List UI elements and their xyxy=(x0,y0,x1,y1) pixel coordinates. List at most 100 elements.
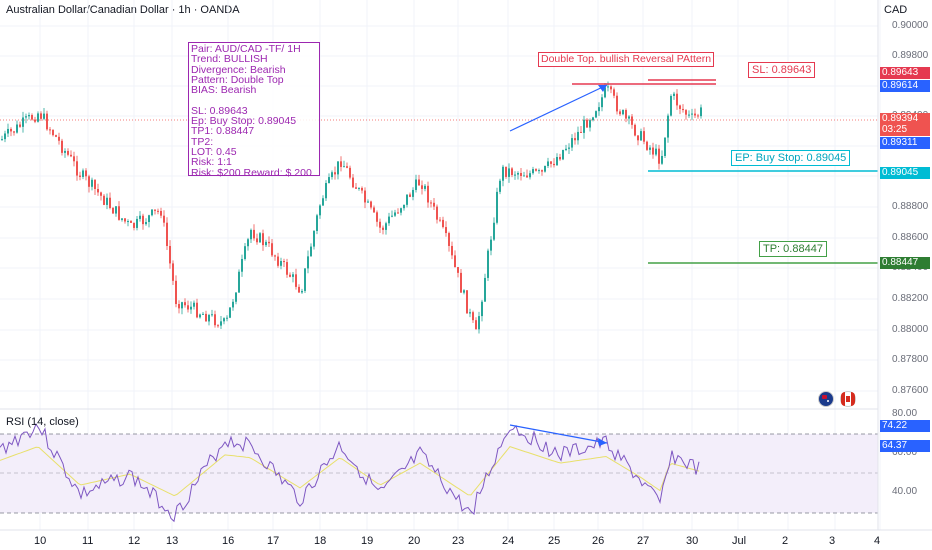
candle xyxy=(25,116,27,118)
candle xyxy=(280,261,282,266)
candle xyxy=(148,215,150,223)
canada-flag-icon[interactable] xyxy=(840,391,856,407)
tp-label[interactable]: TP: 0.88447 xyxy=(759,241,827,257)
candle xyxy=(181,302,183,309)
rsi-line xyxy=(0,423,700,523)
candle xyxy=(496,191,498,223)
info-line: Pattern: Double Top xyxy=(191,73,284,86)
candle xyxy=(457,267,459,273)
candle xyxy=(625,109,627,119)
candle xyxy=(445,227,447,234)
candle xyxy=(502,166,504,181)
candle xyxy=(262,233,264,246)
candle xyxy=(85,170,87,177)
candle xyxy=(535,169,537,171)
candle xyxy=(109,197,111,208)
sl-label[interactable]: SL: 0.89643 xyxy=(748,62,816,78)
candle xyxy=(475,320,477,330)
current-price-badge: 0.89614 xyxy=(880,80,930,92)
rsi-tick: 40.00 xyxy=(892,486,918,497)
candle xyxy=(202,313,204,315)
candle xyxy=(691,113,693,115)
chart-title: Australian Dollar/Canadian Dollar · 1h ·… xyxy=(6,4,240,16)
time-tick: 13 xyxy=(166,535,179,547)
candle xyxy=(112,207,114,214)
candle xyxy=(670,95,672,116)
candle xyxy=(415,179,417,190)
countdown-badge: 03:25 xyxy=(880,124,930,136)
candle xyxy=(40,113,42,119)
candle xyxy=(259,233,261,243)
candle xyxy=(169,245,171,264)
candle xyxy=(124,218,126,222)
info-line: Divergence: Bearish xyxy=(191,63,286,76)
candle xyxy=(418,179,420,186)
info-line: Trend: BULLISH xyxy=(191,53,268,66)
candle xyxy=(127,221,129,223)
candle xyxy=(598,107,600,112)
candle xyxy=(16,124,18,133)
australia-flag-icon[interactable] xyxy=(818,391,834,407)
candle xyxy=(67,150,69,155)
price-tick: 0.87600 xyxy=(892,385,929,396)
double-top-label[interactable]: Double Top. bullish Reversal PAttern xyxy=(538,52,715,67)
candle xyxy=(577,131,579,141)
candle xyxy=(589,120,591,128)
candle xyxy=(400,208,402,213)
candle xyxy=(298,286,300,293)
time-tick: 2 xyxy=(782,535,789,547)
candle xyxy=(52,129,54,136)
candle xyxy=(565,148,567,151)
trade-info-box[interactable]: Pair: AUD/CAD -TF/ 1H Trend: BULLISH Diver… xyxy=(188,42,320,178)
candle xyxy=(466,290,468,314)
candle xyxy=(340,161,342,167)
candle xyxy=(235,292,237,302)
candle xyxy=(634,124,636,136)
candle xyxy=(685,110,687,115)
time-tick: 25 xyxy=(548,535,561,547)
time-tick: 12 xyxy=(128,535,141,547)
candle xyxy=(220,321,222,326)
candle xyxy=(481,301,483,317)
candle xyxy=(679,105,681,109)
candle xyxy=(631,116,633,125)
ep-price-badge: 0.89045 xyxy=(880,167,930,179)
ep-label[interactable]: EP: Buy Stop: 0.89045 xyxy=(731,150,851,166)
candle xyxy=(370,201,372,208)
candle xyxy=(508,168,510,177)
rsi-label[interactable]: RSI (14, close) xyxy=(6,416,79,428)
candle xyxy=(523,175,525,177)
candle xyxy=(130,221,132,223)
candle xyxy=(28,115,30,117)
candle xyxy=(526,175,528,178)
price-tick: 0.89800 xyxy=(892,50,929,61)
info-line: Risk: 1:1 xyxy=(191,156,232,169)
info-line: LOT: 0.45 xyxy=(191,145,237,158)
candle xyxy=(397,212,399,214)
currency-label[interactable]: CAD xyxy=(884,4,908,16)
candle xyxy=(505,166,507,177)
candle xyxy=(19,124,21,127)
candle xyxy=(436,206,438,220)
info-line: BIAS: Bearish xyxy=(191,84,257,97)
time-tick: 3 xyxy=(829,535,836,547)
candle xyxy=(385,223,387,230)
candle xyxy=(232,301,234,308)
candle xyxy=(94,179,96,190)
candle xyxy=(700,107,702,117)
candle xyxy=(328,177,330,184)
candle xyxy=(451,245,453,256)
candle xyxy=(592,117,594,121)
candle xyxy=(217,325,219,327)
candle xyxy=(244,246,246,259)
info-line: Pair: AUD/CAD -TF/ 1H xyxy=(191,43,301,55)
candle xyxy=(658,148,660,164)
price-tick: 0.88200 xyxy=(892,293,929,304)
candle xyxy=(538,170,540,172)
time-tick: 17 xyxy=(267,535,280,547)
candle xyxy=(424,185,426,189)
candle xyxy=(286,262,288,275)
time-tick: 30 xyxy=(686,535,699,547)
candle xyxy=(373,207,375,213)
